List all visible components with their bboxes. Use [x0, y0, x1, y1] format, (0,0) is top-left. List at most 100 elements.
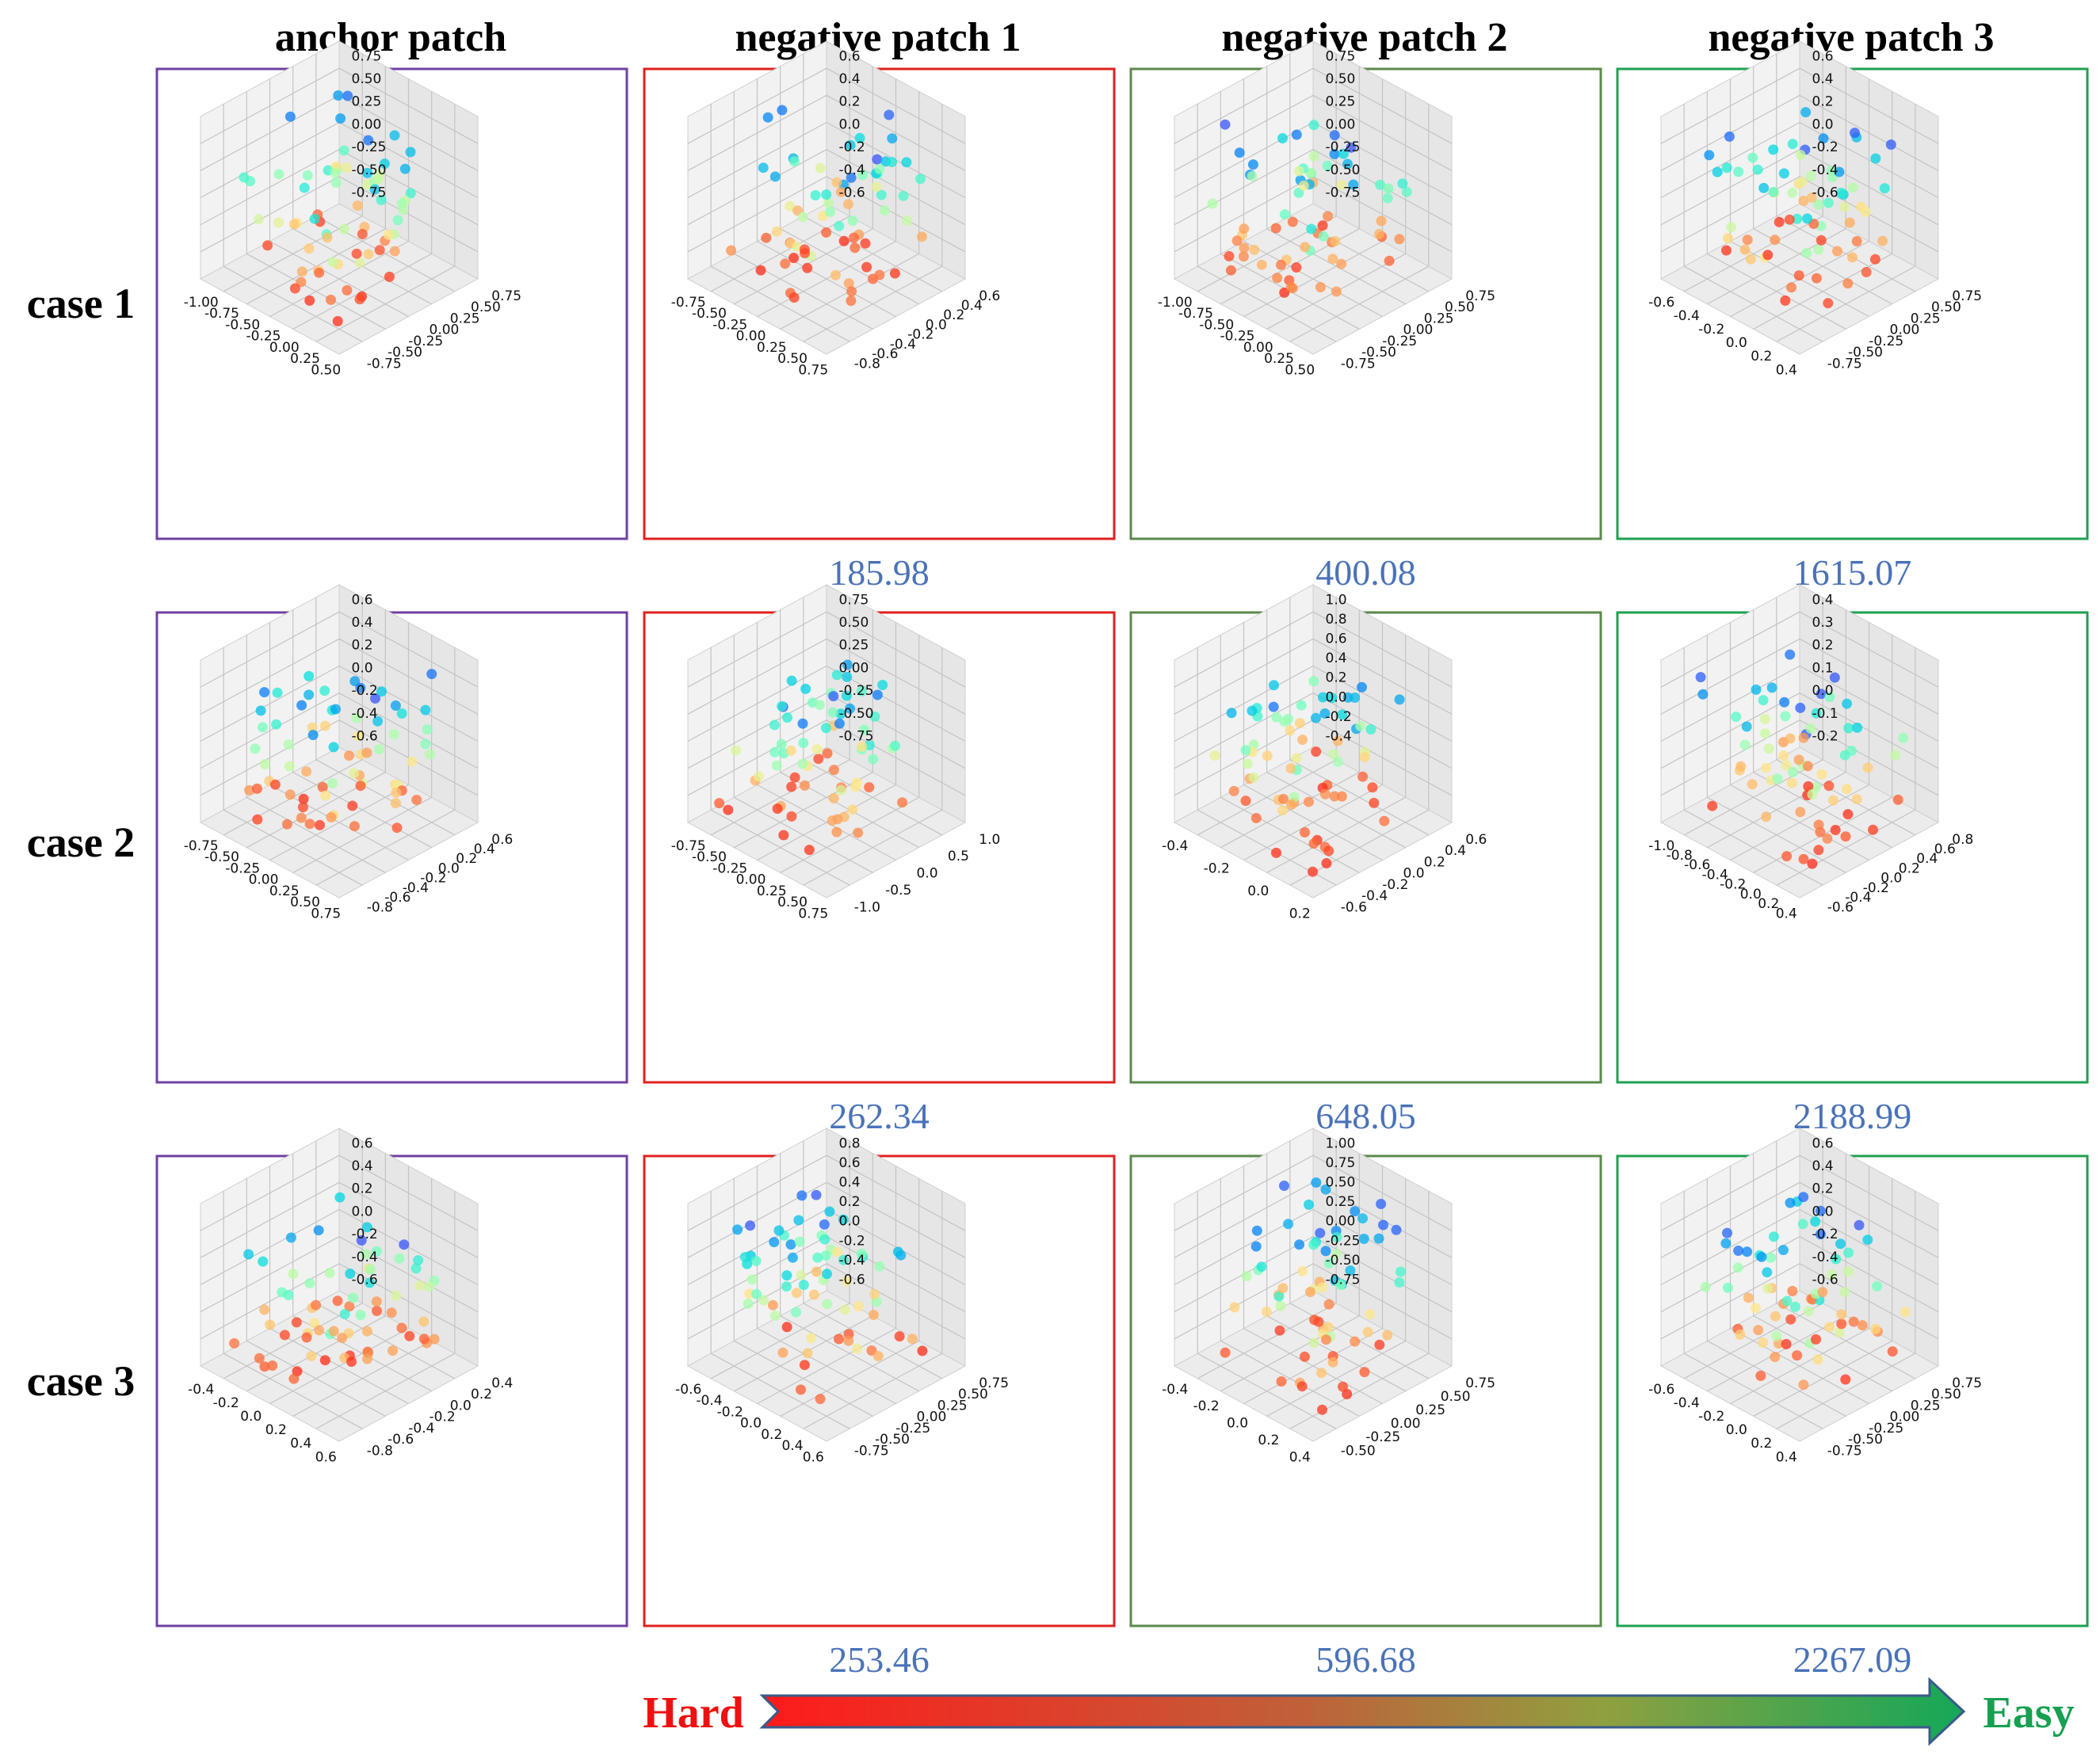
- scatter-point: [1297, 735, 1308, 746]
- gridline: [1660, 1154, 1800, 1231]
- x-tick-label: -0.4: [1674, 308, 1700, 324]
- scatter-point: [361, 1326, 372, 1337]
- scatter-point: [850, 781, 861, 792]
- scatter-point: [1336, 258, 1347, 269]
- z-tick-label: 0.00: [352, 116, 382, 132]
- scatter-point: [1336, 791, 1347, 802]
- x-tick-label: -0.4: [1162, 1382, 1188, 1398]
- scatter-point: [1285, 725, 1296, 736]
- scatter-point: [1810, 1216, 1821, 1227]
- z-tick-label: 0.4: [1812, 1158, 1834, 1174]
- scatter-point: [1733, 166, 1744, 177]
- scatter-point: [819, 1219, 830, 1230]
- scatter-point: [1293, 166, 1304, 177]
- scatter-point: [1869, 254, 1880, 265]
- scatter-point: [791, 1288, 802, 1299]
- scatter-point: [1277, 805, 1289, 816]
- z-tick-label: 0.6: [1812, 1135, 1834, 1151]
- y-tick-label: 0.00: [1403, 322, 1434, 338]
- y-tick-label: 0.25: [937, 1398, 968, 1414]
- scatter-point: [758, 1295, 769, 1306]
- x-tick-label: -0.75: [204, 306, 239, 322]
- scatter-point: [874, 1261, 885, 1272]
- scatter-point: [376, 686, 387, 697]
- x-tick-label: 0.2: [1751, 1436, 1772, 1452]
- y-tick-label: -0.8: [367, 1443, 393, 1459]
- scatter-point: [371, 1246, 382, 1257]
- scatter-point: [1306, 223, 1317, 235]
- scatter-point: [1755, 1370, 1766, 1381]
- scatter-point: [361, 747, 372, 758]
- scatter-point: [322, 232, 333, 243]
- scatter-point: [1792, 213, 1803, 224]
- z-tick-label: 0.4: [352, 1158, 373, 1174]
- scatter-point: [365, 1264, 376, 1275]
- row-labels: case 1 case 2 case 3: [27, 280, 135, 1405]
- scatter-point: [1273, 1291, 1285, 1302]
- scatter-point: [1770, 1352, 1781, 1363]
- scatter-point: [379, 158, 390, 170]
- z-tick-label: -0.75: [1326, 1273, 1361, 1288]
- scatter-point: [317, 781, 328, 792]
- scatter-point: [1327, 693, 1338, 704]
- scatter-point: [1795, 807, 1806, 818]
- scatter-point: [1850, 128, 1860, 139]
- z-tick-label: 1.0: [1326, 592, 1347, 608]
- scatter-point: [789, 772, 800, 783]
- scatter-point: [304, 295, 315, 306]
- scatter-point: [1323, 845, 1334, 857]
- gridline: [1660, 67, 1800, 144]
- scatter-point: [1735, 1329, 1746, 1340]
- scatter-point: [362, 1353, 372, 1364]
- y-tick-label: -0.75: [1827, 356, 1862, 372]
- scatter-point: [1806, 192, 1817, 203]
- scatter-point: [797, 212, 808, 223]
- scatter-point: [259, 1361, 270, 1372]
- column-header-negative-2: negative patch 2: [1221, 15, 1507, 60]
- scatter-point: [794, 1236, 805, 1247]
- scatter-point: [1774, 216, 1785, 227]
- scatter-point: [262, 240, 273, 251]
- x-tick-label: -0.25: [712, 860, 747, 876]
- scatter-point: [1813, 819, 1824, 830]
- scatter-point: [1785, 1197, 1796, 1208]
- scatter-point: [371, 1296, 382, 1307]
- scatter-point: [374, 744, 384, 755]
- scatter-point: [739, 1252, 750, 1262]
- y-tick-label: 0.00: [430, 322, 460, 338]
- scatter-point: [296, 266, 307, 277]
- scatter-point: [1781, 1338, 1792, 1349]
- scatter-point: [1887, 1346, 1898, 1357]
- scatter-point: [1345, 1265, 1356, 1276]
- y-tick-label: -0.2: [430, 1410, 456, 1425]
- scatter-point: [326, 294, 336, 305]
- scatter-point: [1286, 799, 1296, 810]
- distance-value: 400.08: [1315, 552, 1416, 593]
- scatter-point: [1248, 772, 1259, 783]
- scatter-point: [304, 689, 315, 700]
- y-tick-label: 0.2: [456, 851, 477, 867]
- y-tick-label: 0.4: [491, 1376, 513, 1391]
- scatter-point: [877, 680, 888, 690]
- z-tick-label: 0.2: [839, 1194, 861, 1210]
- scatter-point: [1242, 758, 1253, 769]
- scatter-points: [1695, 649, 1909, 869]
- distance-value: 253.46: [829, 1639, 930, 1680]
- scatter-point: [1321, 858, 1332, 868]
- row-label-case-2: case 2: [27, 818, 135, 866]
- panel-3-1: -0.6-0.4-0.20.00.20.40.6-0.4-0.20.00.20.…: [155, 1128, 628, 1627]
- x-tick-label: -0.75: [184, 838, 219, 854]
- scatter-point: [1842, 278, 1854, 289]
- hard-label: Hard: [643, 1688, 744, 1738]
- scatter-point: [363, 249, 374, 260]
- scatter-point: [1758, 695, 1769, 706]
- scatter-point: [1759, 714, 1770, 725]
- x-tick-label: 0.0: [240, 1409, 262, 1425]
- scatter-point: [1805, 170, 1816, 181]
- scatter-point: [838, 1254, 849, 1265]
- scatter-point: [1334, 1280, 1346, 1291]
- scatter-point: [271, 719, 282, 730]
- x-tick-label: -0.4: [1162, 838, 1188, 854]
- tick-labels: -0.6-0.4-0.20.00.20.40.6-0.75-0.50-0.250…: [671, 48, 1001, 378]
- tick-labels: -0.6-0.4-0.20.00.20.40.6-0.6-0.4-0.20.00…: [1648, 48, 1982, 378]
